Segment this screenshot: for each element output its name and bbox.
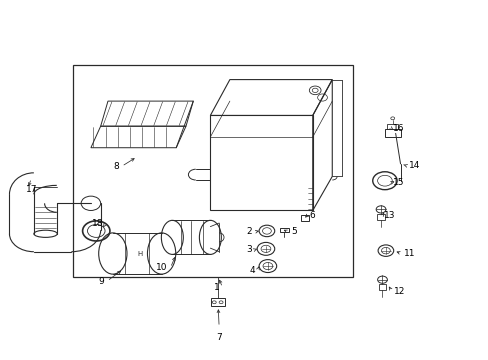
Text: 12: 12 bbox=[393, 287, 405, 296]
Bar bbox=[376, 214, 384, 220]
Text: 15: 15 bbox=[392, 178, 404, 187]
Text: 8: 8 bbox=[113, 162, 119, 171]
Text: 17: 17 bbox=[25, 185, 37, 194]
Bar bbox=[384, 129, 400, 137]
Bar bbox=[300, 215, 309, 221]
Text: 1: 1 bbox=[214, 283, 220, 292]
Text: 4: 4 bbox=[249, 266, 255, 275]
Bar bbox=[73, 65, 352, 277]
Text: 18: 18 bbox=[91, 219, 103, 228]
Text: 5: 5 bbox=[290, 228, 296, 237]
Bar bbox=[386, 124, 397, 129]
Text: 13: 13 bbox=[384, 211, 395, 220]
Text: 14: 14 bbox=[408, 161, 419, 170]
Text: H: H bbox=[137, 251, 142, 257]
Text: 3: 3 bbox=[245, 246, 251, 255]
Bar bbox=[378, 284, 386, 290]
Bar bbox=[211, 298, 224, 306]
Text: 16: 16 bbox=[392, 123, 404, 132]
Text: 7: 7 bbox=[216, 333, 222, 342]
Text: 11: 11 bbox=[403, 249, 415, 258]
Bar bbox=[279, 228, 289, 232]
Text: 2: 2 bbox=[245, 228, 251, 237]
Text: 9: 9 bbox=[99, 276, 104, 285]
Text: 6: 6 bbox=[309, 211, 314, 220]
Text: 10: 10 bbox=[156, 264, 167, 273]
